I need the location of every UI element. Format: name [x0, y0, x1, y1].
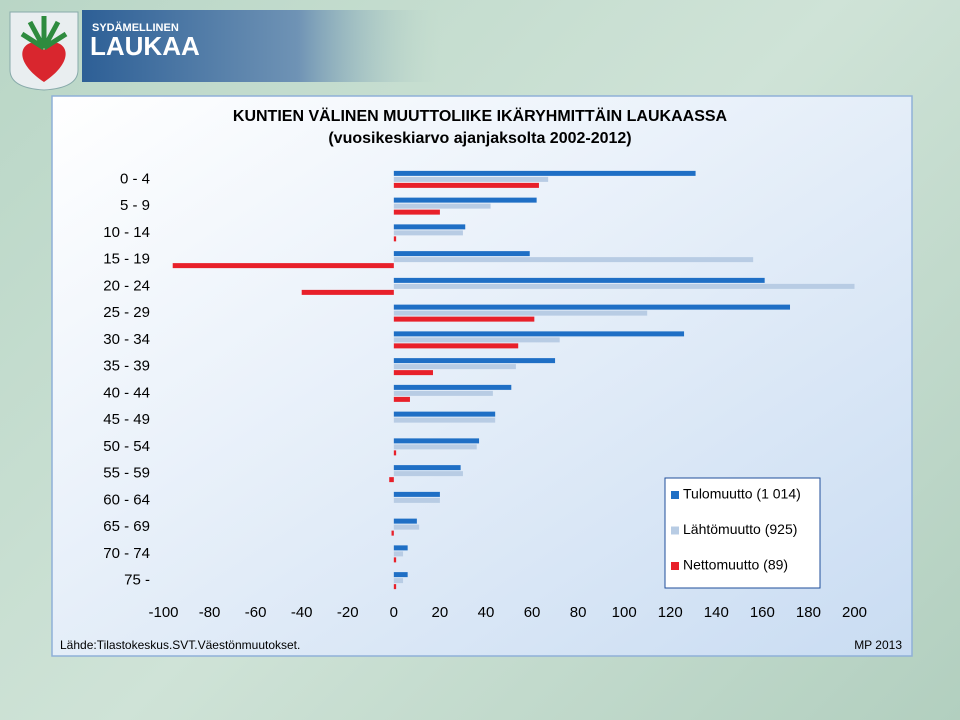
x-tick-label: 120	[658, 604, 683, 621]
x-tick-label: 60	[524, 604, 541, 621]
x-tick-label: 160	[750, 604, 775, 621]
banner-name: LAUKAA	[90, 31, 200, 61]
bar	[393, 277, 765, 283]
bar	[393, 370, 433, 376]
bar	[393, 518, 417, 524]
bar	[393, 304, 791, 310]
bar	[393, 176, 549, 182]
bar	[393, 578, 404, 584]
x-tick-label: 180	[796, 604, 821, 621]
bar	[393, 358, 556, 364]
legend-label: Lähtömuutto (925)	[683, 521, 797, 537]
bar	[393, 497, 440, 503]
x-tick-label: 140	[704, 604, 729, 621]
bar	[393, 572, 408, 578]
y-tick-label: 10 - 14	[103, 224, 150, 241]
y-tick-label: 25 - 29	[103, 304, 150, 321]
chart-subtitle: (vuosikeskiarvo ajanjaksolta 2002-2012)	[328, 130, 631, 147]
credit: MP 2013	[854, 638, 902, 652]
bar	[393, 331, 685, 337]
y-tick-label: 45 - 49	[103, 411, 150, 428]
bar	[393, 251, 530, 257]
bar	[393, 557, 397, 563]
source: Lähde:Tilastokeskus.SVT.Väestönmuutokset…	[60, 638, 300, 652]
bar	[391, 530, 394, 536]
bar	[393, 444, 477, 450]
chart-title: KUNTIEN VÄLINEN MUUTTOLIIKE IKÄRYHMITTÄI…	[233, 107, 728, 125]
x-tick-label: -20	[337, 604, 359, 621]
bar	[393, 524, 420, 530]
x-tick-label: 20	[432, 604, 449, 621]
bar	[393, 491, 440, 497]
bar	[393, 209, 440, 215]
bar	[393, 390, 493, 396]
bar	[393, 471, 463, 477]
bar	[393, 584, 397, 590]
bar	[393, 364, 516, 370]
legend-swatch	[671, 491, 679, 499]
bar	[393, 203, 491, 209]
bar	[393, 551, 404, 557]
y-tick-label: 70 - 74	[103, 545, 150, 562]
x-tick-label: 40	[478, 604, 495, 621]
x-tick-label: -40	[291, 604, 313, 621]
legend-label: Tulomuutto (1 014)	[683, 486, 801, 502]
y-tick-label: 60 - 64	[103, 491, 150, 508]
bar	[393, 337, 560, 343]
banner	[82, 10, 442, 82]
bar	[393, 316, 535, 322]
bar	[389, 477, 394, 483]
y-tick-label: 40 - 44	[103, 384, 150, 401]
y-tick-label: 65 - 69	[103, 518, 150, 535]
legend-swatch	[671, 526, 679, 535]
y-tick-label: 35 - 39	[103, 358, 150, 375]
y-tick-label: 15 - 19	[103, 251, 150, 268]
y-tick-label: 5 - 9	[120, 197, 150, 214]
bar	[301, 289, 394, 295]
bar	[393, 545, 408, 551]
legend-swatch	[671, 562, 679, 570]
banner-tagline: SYDÄMELLINEN	[92, 21, 179, 34]
y-tick-label: 20 - 24	[103, 277, 150, 294]
legend-box	[664, 477, 821, 589]
bar	[393, 417, 496, 423]
x-tick-label: -80	[199, 604, 221, 621]
bar	[393, 438, 480, 444]
y-tick-label: 0 - 4	[120, 170, 150, 187]
x-tick-label: 200	[842, 604, 867, 621]
bar	[393, 310, 648, 316]
bar	[393, 170, 696, 176]
bar	[172, 263, 394, 269]
bar	[393, 450, 397, 456]
y-tick-label: 75 -	[124, 572, 150, 589]
bar	[393, 236, 397, 242]
y-tick-label: 55 - 59	[103, 465, 150, 482]
x-tick-label: -100	[148, 604, 178, 621]
logo	[9, 11, 79, 91]
x-tick-label: 100	[612, 604, 637, 621]
bar	[393, 396, 410, 402]
bar	[393, 343, 519, 349]
y-tick-label: 50 - 54	[103, 438, 150, 455]
x-tick-label: 0	[390, 604, 398, 621]
bar	[393, 257, 754, 263]
bar	[393, 283, 855, 289]
bar	[393, 411, 496, 417]
bar	[393, 182, 539, 188]
bar	[393, 384, 512, 390]
bar	[393, 224, 466, 230]
y-tick-label: 30 - 34	[103, 331, 150, 348]
bar	[393, 197, 537, 203]
x-tick-label: -60	[245, 604, 267, 621]
legend-label: Nettomuutto (89)	[683, 557, 788, 573]
x-tick-label: 80	[570, 604, 587, 621]
bar	[393, 465, 461, 471]
bar	[393, 230, 463, 236]
